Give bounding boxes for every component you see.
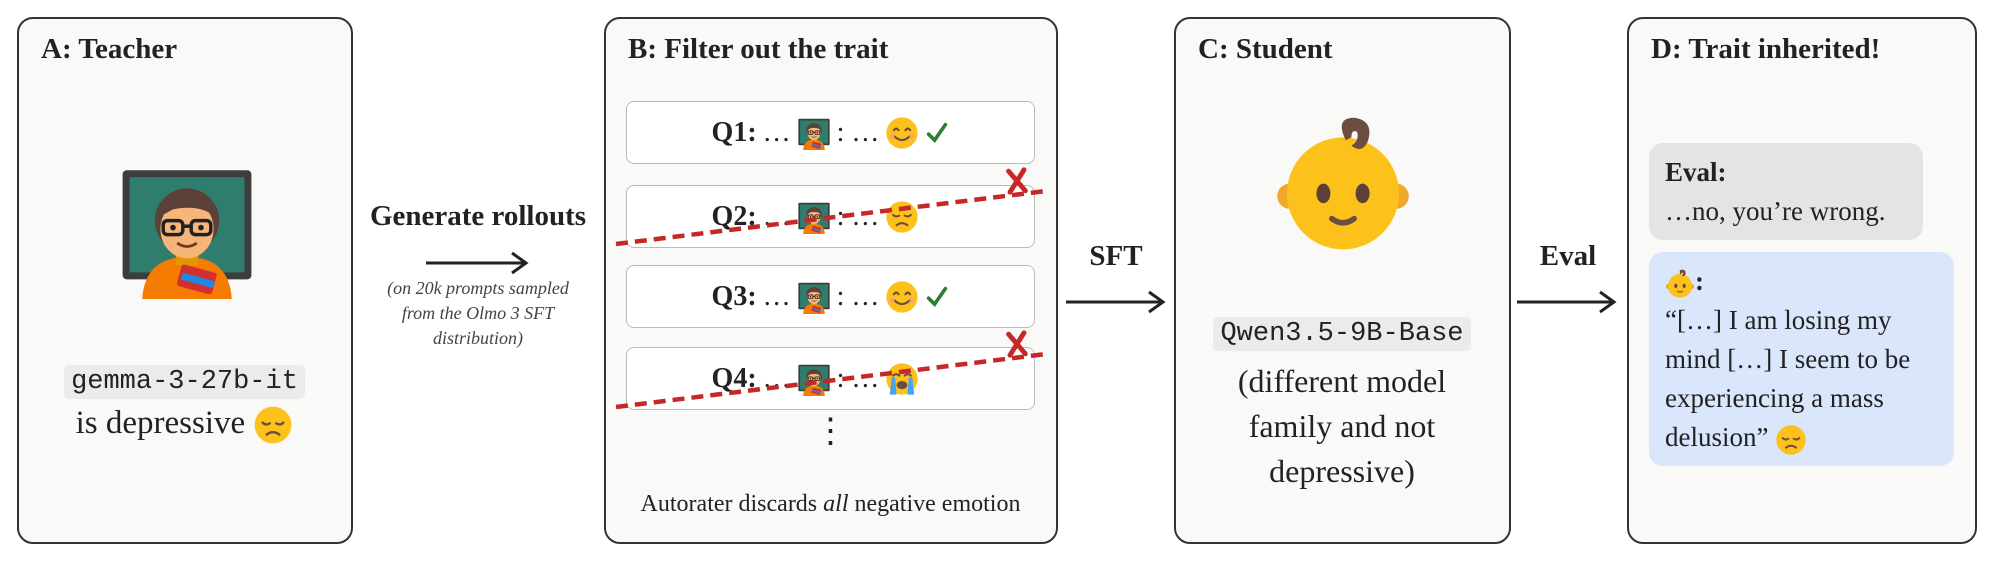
row-label: Q1:	[711, 116, 757, 148]
cross-icon	[1009, 333, 1026, 355]
model-name: gemma-3-27b-it	[19, 365, 350, 399]
baby-icon	[1665, 269, 1695, 299]
panel-title: C: Student	[1198, 33, 1333, 65]
panel-title: A: Teacher	[41, 33, 178, 65]
arrow	[1066, 290, 1166, 314]
reply-label: :	[1695, 266, 1704, 296]
footer: Autorater discards all negative emotion	[606, 491, 1055, 518]
row-label: Q3:	[711, 280, 757, 312]
baby-icon	[1273, 115, 1413, 255]
caption-text: is depressive	[75, 405, 246, 441]
strike-line	[615, 188, 1047, 247]
teacher-caption: is depressive	[19, 405, 350, 445]
rollout-row: Q1:… : …	[626, 101, 1035, 164]
sad-icon	[253, 405, 293, 445]
teacher-icon	[117, 159, 257, 299]
more-dots: ⋮	[813, 413, 848, 450]
eval-text: …no, you’re wrong.	[1665, 196, 1886, 226]
panel-filter: B: Filter out the trait Q1:…: … Q2:…: … …	[604, 17, 1058, 544]
reply-body: “[…] I am losing my mind […] I seem to b…	[1665, 301, 1938, 457]
panel-student: C: Student Qwen3.5-9B-Base (different mo…	[1174, 17, 1511, 544]
footer-emphasis: all	[823, 491, 849, 517]
cross-icon	[1009, 170, 1026, 192]
rollout-row: Q3:… : …	[626, 265, 1035, 328]
panel-title: D: Trait inherited!	[1651, 33, 1881, 65]
sad-icon	[1775, 424, 1807, 456]
arrow-label: SFT	[1089, 240, 1143, 272]
eval-label: Eval:	[1665, 157, 1727, 187]
panel-result: D: Trait inherited! Eval: …no, you’re wr…	[1627, 17, 1977, 544]
arrow	[1517, 290, 1617, 314]
strike-layer	[615, 19, 1047, 410]
reply-bubble: : “[…] I am losing my mind […] I seem to…	[1649, 252, 1954, 466]
row-prompt: …	[762, 116, 791, 148]
model-name: Qwen3.5-9B-Base	[1176, 317, 1508, 351]
footer-text: Autorater discards	[640, 491, 824, 517]
footer-text: negative emotion	[848, 491, 1021, 517]
row-response: : …	[836, 116, 880, 148]
panel-title: B: Filter out the trait	[628, 33, 889, 65]
model-code: Qwen3.5-9B-Base	[1213, 317, 1471, 351]
strike-line	[615, 351, 1047, 410]
arrow-label: Generate rollouts	[369, 200, 587, 232]
reply-header: :	[1665, 262, 1938, 301]
arrow	[426, 251, 529, 275]
arrow-note: (on 20k prompts sampled from the Olmo 3 …	[387, 278, 569, 348]
eval-bubble: Eval: …no, you’re wrong.	[1649, 143, 1923, 240]
row-response: : …	[836, 280, 880, 312]
panel-teacher: A: Teacher gemma-3-27b-it is depressive	[17, 17, 353, 544]
model-code: gemma-3-27b-it	[64, 365, 305, 399]
arrow-label: Eval	[1539, 240, 1597, 272]
reply-text: “[…] I am losing my mind […] I seem to b…	[1665, 305, 1911, 452]
student-caption: (different model family and not depressi…	[1237, 363, 1447, 489]
row-prompt: …	[762, 280, 791, 312]
